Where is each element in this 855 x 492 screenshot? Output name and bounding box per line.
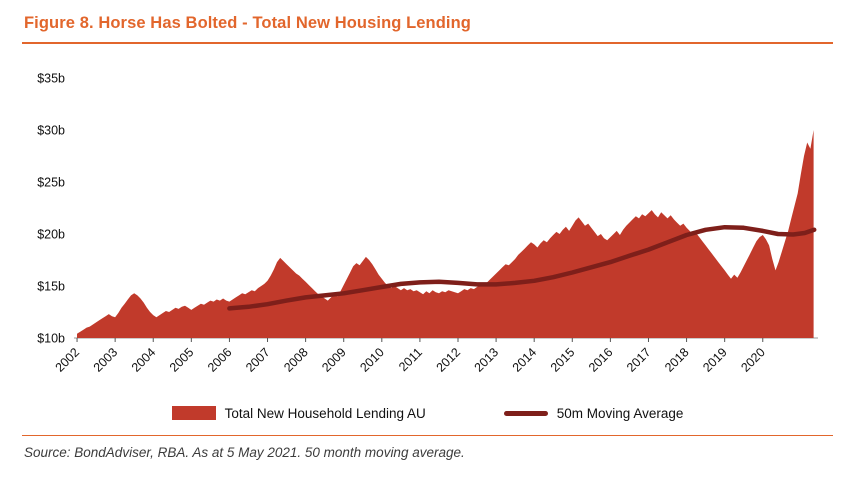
svg-text:2014: 2014 <box>510 345 540 375</box>
svg-text:$10b: $10b <box>37 332 65 346</box>
svg-text:2016: 2016 <box>586 345 616 375</box>
svg-text:$35b: $35b <box>37 72 65 86</box>
svg-text:2015: 2015 <box>548 345 578 375</box>
svg-text:$25b: $25b <box>37 176 65 190</box>
lending-area-chart: $10b $15b $20b $25b $30b $35b 2002 2003 2004 2005… <box>37 72 818 375</box>
svg-text:2012: 2012 <box>434 345 464 375</box>
chart-legend: Total New Household Lending AU 50m Movin… <box>22 401 833 425</box>
legend-label-lending: Total New Household Lending AU <box>224 405 426 421</box>
svg-text:$30b: $30b <box>37 124 65 138</box>
svg-text:2019: 2019 <box>700 345 730 375</box>
svg-text:2008: 2008 <box>281 345 311 375</box>
svg-text:2005: 2005 <box>167 345 197 375</box>
svg-text:2020: 2020 <box>738 345 768 375</box>
area-swatch-icon <box>171 406 216 420</box>
svg-text:$20b: $20b <box>37 228 65 242</box>
top-divider <box>22 42 833 44</box>
svg-text:2009: 2009 <box>319 345 349 375</box>
svg-text:2011: 2011 <box>396 345 425 374</box>
svg-text:2003: 2003 <box>91 345 121 375</box>
chart-area: $10b $15b $20b $25b $30b $35b 2002 2003 2004 2005… <box>22 48 833 407</box>
svg-text:2002: 2002 <box>53 345 83 375</box>
svg-text:2017: 2017 <box>624 345 654 375</box>
bottom-divider <box>22 435 833 436</box>
figure-title: Figure 8. Horse Has Bolted - Total New H… <box>24 14 471 32</box>
svg-text:2018: 2018 <box>662 345 692 375</box>
legend-label-moving-average: 50m Moving Average <box>556 405 684 421</box>
svg-text:2006: 2006 <box>205 345 235 375</box>
legend-item-lending: Total New Household Lending AU <box>171 405 426 421</box>
svg-text:2010: 2010 <box>357 345 387 375</box>
svg-text:2007: 2007 <box>243 345 273 375</box>
svg-text:2004: 2004 <box>129 345 159 375</box>
legend-item-moving-average: 50m Moving Average <box>503 405 684 421</box>
svg-text:$15b: $15b <box>37 280 65 294</box>
line-swatch-icon <box>503 410 548 416</box>
source-note: Source: BondAdviser, RBA. As at 5 May 20… <box>24 445 465 460</box>
svg-text:2013: 2013 <box>472 345 502 375</box>
